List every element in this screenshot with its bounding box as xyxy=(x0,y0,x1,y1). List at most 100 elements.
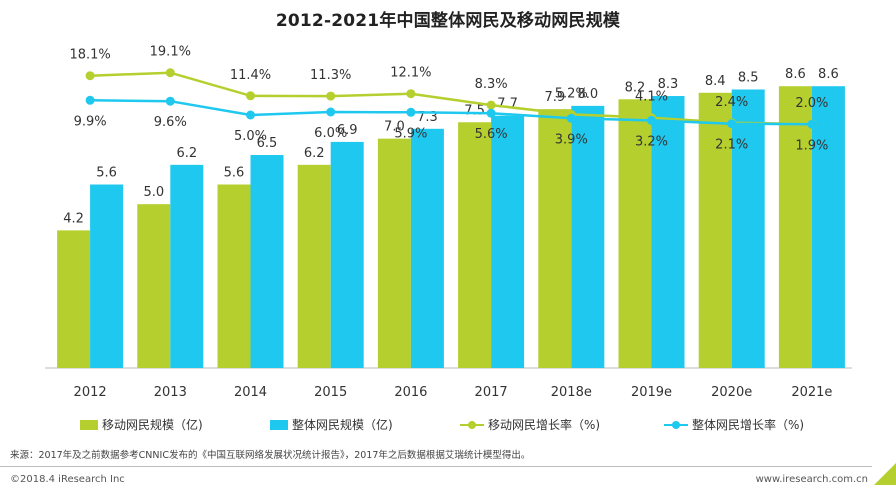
legend-label: 整体网民增长率（%) xyxy=(692,418,805,432)
mobile-growth-line xyxy=(90,71,812,126)
growth-rate-label: 3.9% xyxy=(555,132,588,147)
bar-value-label: 8.6 xyxy=(785,67,806,82)
x-tick-label: 2013 xyxy=(154,385,187,400)
bar-value-label: 5.0 xyxy=(143,185,164,200)
bar-total xyxy=(250,155,284,368)
bar-value-label: 7.0 xyxy=(384,120,405,135)
website-link[interactable]: www.iresearch.com.cn xyxy=(755,474,868,485)
bar-value-label: 5.6 xyxy=(96,166,117,181)
bar-mobile xyxy=(458,122,492,369)
bar-total xyxy=(731,89,765,368)
growth-rate-label: 19.1% xyxy=(150,45,191,60)
total-growth-point xyxy=(807,119,817,129)
growth-rate-label: 11.4% xyxy=(230,68,271,83)
bar-total xyxy=(330,141,364,368)
legend-label: 整体网民规模（亿) xyxy=(292,418,393,432)
bar-mobile xyxy=(57,230,91,368)
growth-rate-label: 9.6% xyxy=(154,115,187,130)
bar-mobile xyxy=(217,184,251,368)
bar-value-label: 8.5 xyxy=(738,70,759,85)
growth-rate-label: 8.3% xyxy=(475,77,508,92)
bar-total xyxy=(571,105,605,368)
legend-label: 移动网民增长率（%) xyxy=(488,418,601,432)
total-growth-point xyxy=(647,115,656,125)
chart-plot: 4.2 5.6 2012 5.0 6.2 2013 5.6 6.5 2014 6.2 6.9 2015… xyxy=(45,45,852,400)
growth-rate-label: 5.2% xyxy=(555,86,588,101)
growth-rate-label: 11.3% xyxy=(310,68,351,83)
growth-rate-label: 6.0% xyxy=(314,126,347,141)
legend-line-green xyxy=(460,420,484,430)
growth-rate-label: 18.1% xyxy=(69,48,110,63)
growth-rate-label: 1.9% xyxy=(795,138,828,153)
bar-value-label: 8.0 xyxy=(577,87,598,102)
bar-value-label: 6.2 xyxy=(304,146,325,161)
bar-value-label: 6.2 xyxy=(176,146,197,161)
bar-value-label: 7.9 xyxy=(544,90,565,105)
legend-line-blue xyxy=(664,420,688,430)
page-corner-decoration xyxy=(874,463,896,485)
growth-rate-label: 3.2% xyxy=(635,134,668,149)
mobile-growth-point xyxy=(85,71,95,81)
bar-value-label: 6.5 xyxy=(257,136,278,151)
x-tick-label: 2014 xyxy=(234,385,267,400)
total-growth-point xyxy=(326,107,336,117)
total-growth-point xyxy=(566,113,576,123)
source-note: 来源：2017年及之前数据参考CNNIC发布的《中国互联网络发展状况统计报告》，… xyxy=(10,450,531,461)
bar-mobile xyxy=(698,92,732,368)
growth-rate-label: 5.9% xyxy=(394,126,427,141)
total-growth-point xyxy=(246,110,255,120)
growth-rate-label: 9.9% xyxy=(74,114,107,129)
chart-title: 2012-2021年中国整体网民及移动网民规模 xyxy=(275,11,621,31)
growth-rate-label: 4.1% xyxy=(635,90,668,105)
bar-total xyxy=(651,96,685,369)
x-tick-label: 2012 xyxy=(74,385,107,400)
x-tick-label: 2016 xyxy=(394,385,427,400)
footer-divider xyxy=(0,466,872,467)
bar-value-label: 4.2 xyxy=(63,211,84,226)
total-growth-point xyxy=(165,96,175,106)
bar-value-label: 5.6 xyxy=(224,166,245,181)
bar-total xyxy=(170,164,204,368)
legend-swatch-green xyxy=(80,419,98,430)
legend-item-mobile-users: 移动网民规模（亿) xyxy=(80,416,203,433)
total-growth-point xyxy=(727,119,737,129)
bar-value-label: 7.5 xyxy=(464,103,485,118)
legend-item-total-users: 整体网民规模（亿) xyxy=(270,416,393,433)
x-tick-label: 2020e xyxy=(711,385,752,400)
bar-value-label: 8.3 xyxy=(658,77,679,92)
bar-total xyxy=(90,184,124,368)
bar-mobile xyxy=(137,204,171,368)
mobile-growth-point xyxy=(165,68,175,78)
copyright-text: ©2018.4 iResearch Inc xyxy=(10,474,125,485)
mobile-growth-point xyxy=(406,89,416,99)
bar-mobile xyxy=(778,86,812,368)
growth-rate-label: 5.0% xyxy=(234,129,267,144)
growth-rate-label: 2.4% xyxy=(715,95,748,110)
bar-total xyxy=(811,86,845,368)
bar-mobile xyxy=(377,138,411,368)
bar-total xyxy=(491,115,525,369)
x-tick-label: 2018e xyxy=(551,385,592,400)
legend-label: 移动网民规模（亿) xyxy=(102,418,203,432)
bar-mobile xyxy=(297,164,331,368)
bar-mobile xyxy=(538,109,572,369)
total-growth-point xyxy=(85,95,95,105)
total-growth-point xyxy=(406,107,416,117)
mobile-growth-point xyxy=(246,91,255,101)
growth-rate-label: 12.1% xyxy=(390,66,431,81)
x-tick-label: 2019e xyxy=(631,385,672,400)
total-growth-point xyxy=(486,108,496,118)
legend-item-mobile-growth: 移动网民增长率（%) xyxy=(460,416,600,433)
bar-total xyxy=(410,128,444,368)
bar-value-label: 8.4 xyxy=(705,74,726,89)
chart-legend: 移动网民规模（亿) 整体网民规模（亿) 移动网民增长率（%) 整体网民增长率（%… xyxy=(0,416,896,436)
legend-item-total-growth: 整体网民增长率（%) xyxy=(664,416,804,433)
bar-value-label: 6.9 xyxy=(337,123,358,138)
mobile-growth-point xyxy=(486,100,496,110)
legend-swatch-blue xyxy=(270,419,288,430)
total-growth-line xyxy=(90,99,812,126)
growth-rate-label: 2.1% xyxy=(715,138,748,153)
x-tick-label: 2015 xyxy=(314,385,347,400)
growth-rate-label: 5.6% xyxy=(475,127,508,142)
x-tick-label: 2021e xyxy=(791,385,832,400)
